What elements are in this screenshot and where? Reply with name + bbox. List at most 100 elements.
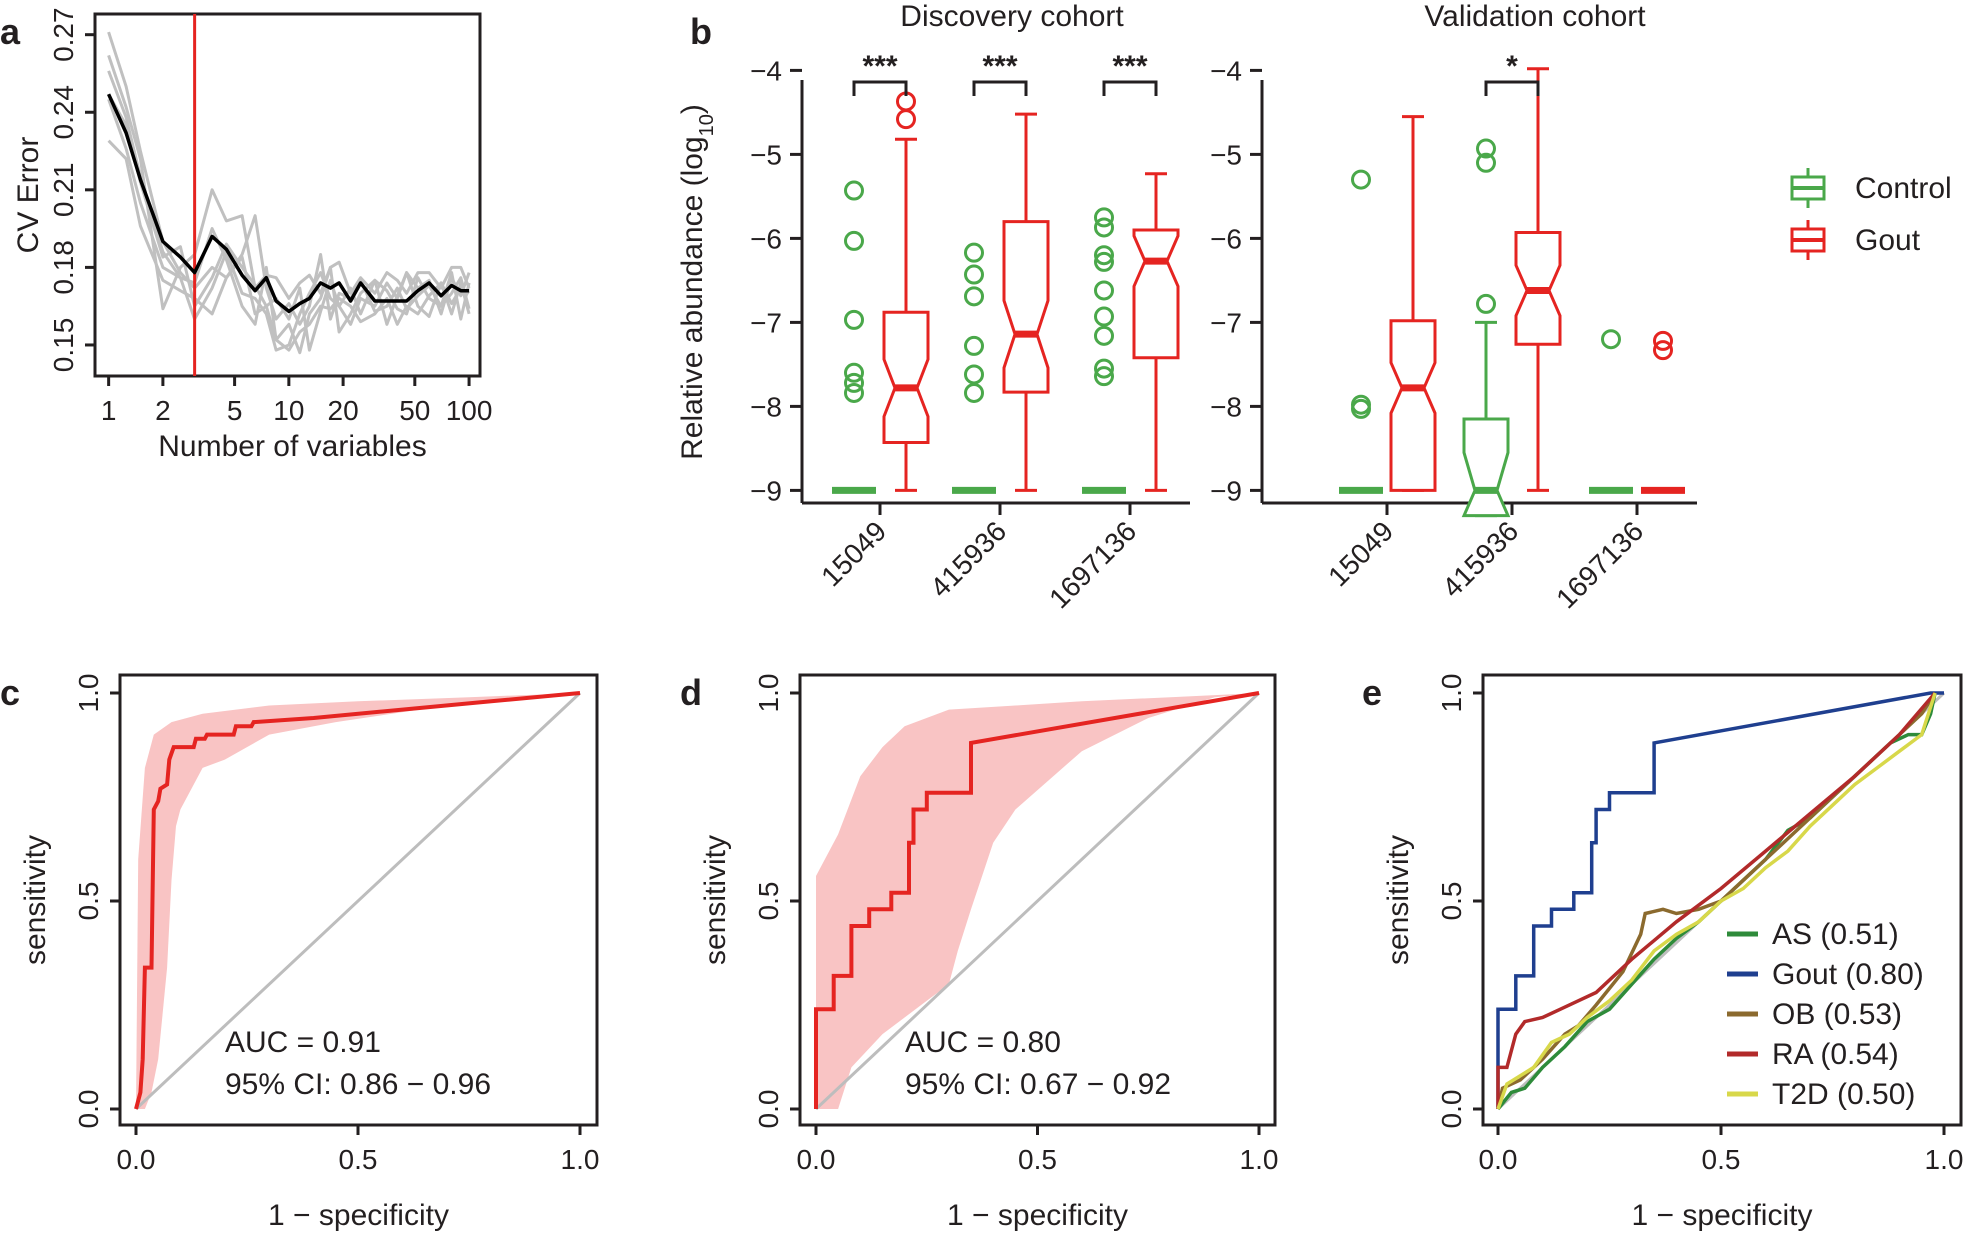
outlier-point bbox=[964, 242, 984, 263]
y-tick-label: 0.0 bbox=[1436, 1090, 1467, 1129]
x-tick-label: 2 bbox=[155, 395, 171, 426]
y-tick-label: −4 bbox=[1210, 55, 1242, 86]
outlier-point bbox=[1094, 358, 1114, 379]
outlier-point bbox=[1094, 325, 1114, 346]
outlier-point bbox=[1094, 217, 1114, 238]
box-body bbox=[882, 310, 930, 444]
y-tick-label: −8 bbox=[1210, 391, 1242, 422]
outlier-point bbox=[1094, 306, 1114, 327]
outlier-point bbox=[1351, 398, 1371, 419]
outlier-point bbox=[1094, 251, 1114, 272]
y-tick-label: 0.24 bbox=[48, 85, 79, 140]
panel-label-e: e bbox=[1362, 672, 1382, 713]
outlier-point bbox=[964, 335, 984, 356]
panel-c-roc-chart: c 0.0 0.5 1.0 0.0 0.5 1.0 1 − specificity sensit… bbox=[0, 672, 599, 1232]
x-tick-label: 0.0 bbox=[797, 1144, 836, 1175]
y-tick-label: −5 bbox=[750, 139, 782, 170]
y-tick-label: 0.0 bbox=[73, 1090, 104, 1129]
x-tick-label: 415936 bbox=[1436, 515, 1524, 603]
significance-stars: *** bbox=[862, 50, 897, 83]
y-tick-label: −7 bbox=[1210, 307, 1242, 338]
legend-label: RA (0.54) bbox=[1772, 1038, 1899, 1071]
auc-annotation: 95% CI: 0.86 − 0.96 bbox=[225, 1068, 491, 1101]
outlier-point bbox=[1601, 329, 1621, 350]
x-tick-label: 415936 bbox=[924, 515, 1012, 603]
panel-label-c: c bbox=[0, 672, 20, 713]
legend-label: Gout (0.80) bbox=[1772, 958, 1924, 991]
box-control bbox=[1589, 329, 1633, 494]
y-tick-label: −6 bbox=[1210, 223, 1242, 254]
y-tick-label: 0.18 bbox=[48, 240, 79, 295]
y-tick-label: −6 bbox=[750, 223, 782, 254]
y-tick-label: −7 bbox=[750, 307, 782, 338]
box-control bbox=[832, 180, 876, 494]
outlier-point bbox=[1476, 293, 1496, 314]
x-tick-label: 10 bbox=[273, 395, 304, 426]
outlier-point bbox=[1094, 207, 1114, 228]
y-tick-label: 1.0 bbox=[1436, 674, 1467, 713]
panel-d-roc-chart: d 0.0 0.5 1.0 0.0 0.5 1.0 1 − specificity sensit… bbox=[680, 672, 1278, 1232]
box-body bbox=[1002, 220, 1050, 394]
box-body bbox=[1132, 228, 1180, 360]
y-tick-label: −4 bbox=[750, 55, 782, 86]
legend: Control Gout bbox=[1790, 168, 1952, 260]
roc-curve-gout bbox=[1496, 691, 1944, 1109]
outlier-point bbox=[964, 286, 984, 307]
y-axis-label: sensitivity bbox=[699, 835, 732, 965]
significance-stars: * bbox=[1506, 50, 1518, 83]
diagonal-reference-line bbox=[134, 691, 582, 1111]
outlier-point bbox=[1094, 366, 1114, 387]
x-axis-label: 1 − specificity bbox=[1632, 1199, 1813, 1232]
y-tick-label: 0.5 bbox=[73, 882, 104, 921]
x-tick-label: 5 bbox=[227, 395, 243, 426]
x-tick-label: 1697136 bbox=[1550, 515, 1649, 614]
y-tick-label: 0.21 bbox=[48, 163, 79, 218]
box-body bbox=[1461, 417, 1511, 518]
panel-e-roc-chart: e 0.0 0.5 1.0 0.0 0.5 1.0 1 − specificity sensit… bbox=[1362, 672, 1963, 1232]
x-tick-label: 1.0 bbox=[1240, 1144, 1279, 1175]
y-axis-label: CV Error bbox=[12, 137, 45, 254]
box-control bbox=[1339, 169, 1383, 494]
roc-curve-t2d bbox=[1496, 692, 1937, 1110]
x-tick-label: 15049 bbox=[1322, 515, 1399, 592]
outlier-point bbox=[964, 364, 984, 385]
x-tick-label: 0.5 bbox=[1018, 1144, 1057, 1175]
panel-label-b: b bbox=[690, 11, 712, 52]
outlier-point bbox=[896, 109, 916, 130]
x-tick-label: 1.0 bbox=[561, 1144, 600, 1175]
significance-bracket bbox=[852, 80, 908, 96]
outlier-point bbox=[844, 309, 864, 330]
x-tick-label: 0.5 bbox=[339, 1144, 378, 1175]
significance-bracket bbox=[1484, 80, 1540, 96]
panel-label-d: d bbox=[680, 672, 702, 713]
outlier-point bbox=[1476, 152, 1496, 173]
cohort-title: Validation cohort bbox=[1424, 0, 1646, 33]
outlier-point bbox=[844, 382, 864, 403]
legend-label: Gout bbox=[1855, 224, 1921, 257]
outlier-point bbox=[964, 264, 984, 285]
y-tick-label: −5 bbox=[1210, 139, 1242, 170]
outlier-point bbox=[844, 180, 864, 201]
y-tick-label: 0.5 bbox=[1436, 882, 1467, 921]
significance-stars: *** bbox=[1112, 50, 1147, 83]
box-gout bbox=[1641, 330, 1685, 494]
legend-label: T2D (0.50) bbox=[1772, 1078, 1915, 1111]
roc-curve-ra bbox=[1496, 691, 1937, 1109]
auc-annotation: AUC = 0.80 bbox=[905, 1026, 1061, 1059]
significance-bracket bbox=[972, 80, 1028, 96]
x-tick-label: 20 bbox=[328, 395, 359, 426]
cohort-2: Validation cohort −9 −8 −7 −6 −5 −4 15049 415936… bbox=[1210, 0, 1697, 614]
outlier-point bbox=[1351, 169, 1371, 190]
auc-annotation: 95% CI: 0.67 − 0.92 bbox=[905, 1068, 1171, 1101]
box-gout bbox=[1132, 172, 1180, 492]
y-axis-label: Relative abundance (log10) bbox=[676, 104, 718, 460]
outlier-point bbox=[1094, 280, 1114, 301]
legend-label: OB (0.53) bbox=[1772, 998, 1902, 1031]
legend-label: Control bbox=[1855, 172, 1952, 205]
x-tick-label: 1 bbox=[101, 395, 117, 426]
panel-a-cv-error-chart: a 1 2 5 10 20 50 100 Number of variables 0.15 0.18… bbox=[0, 7, 492, 463]
box-control bbox=[952, 242, 996, 494]
y-tick-label: −9 bbox=[1210, 475, 1242, 506]
box-gout bbox=[1389, 115, 1437, 492]
roc-curve bbox=[134, 691, 581, 1110]
